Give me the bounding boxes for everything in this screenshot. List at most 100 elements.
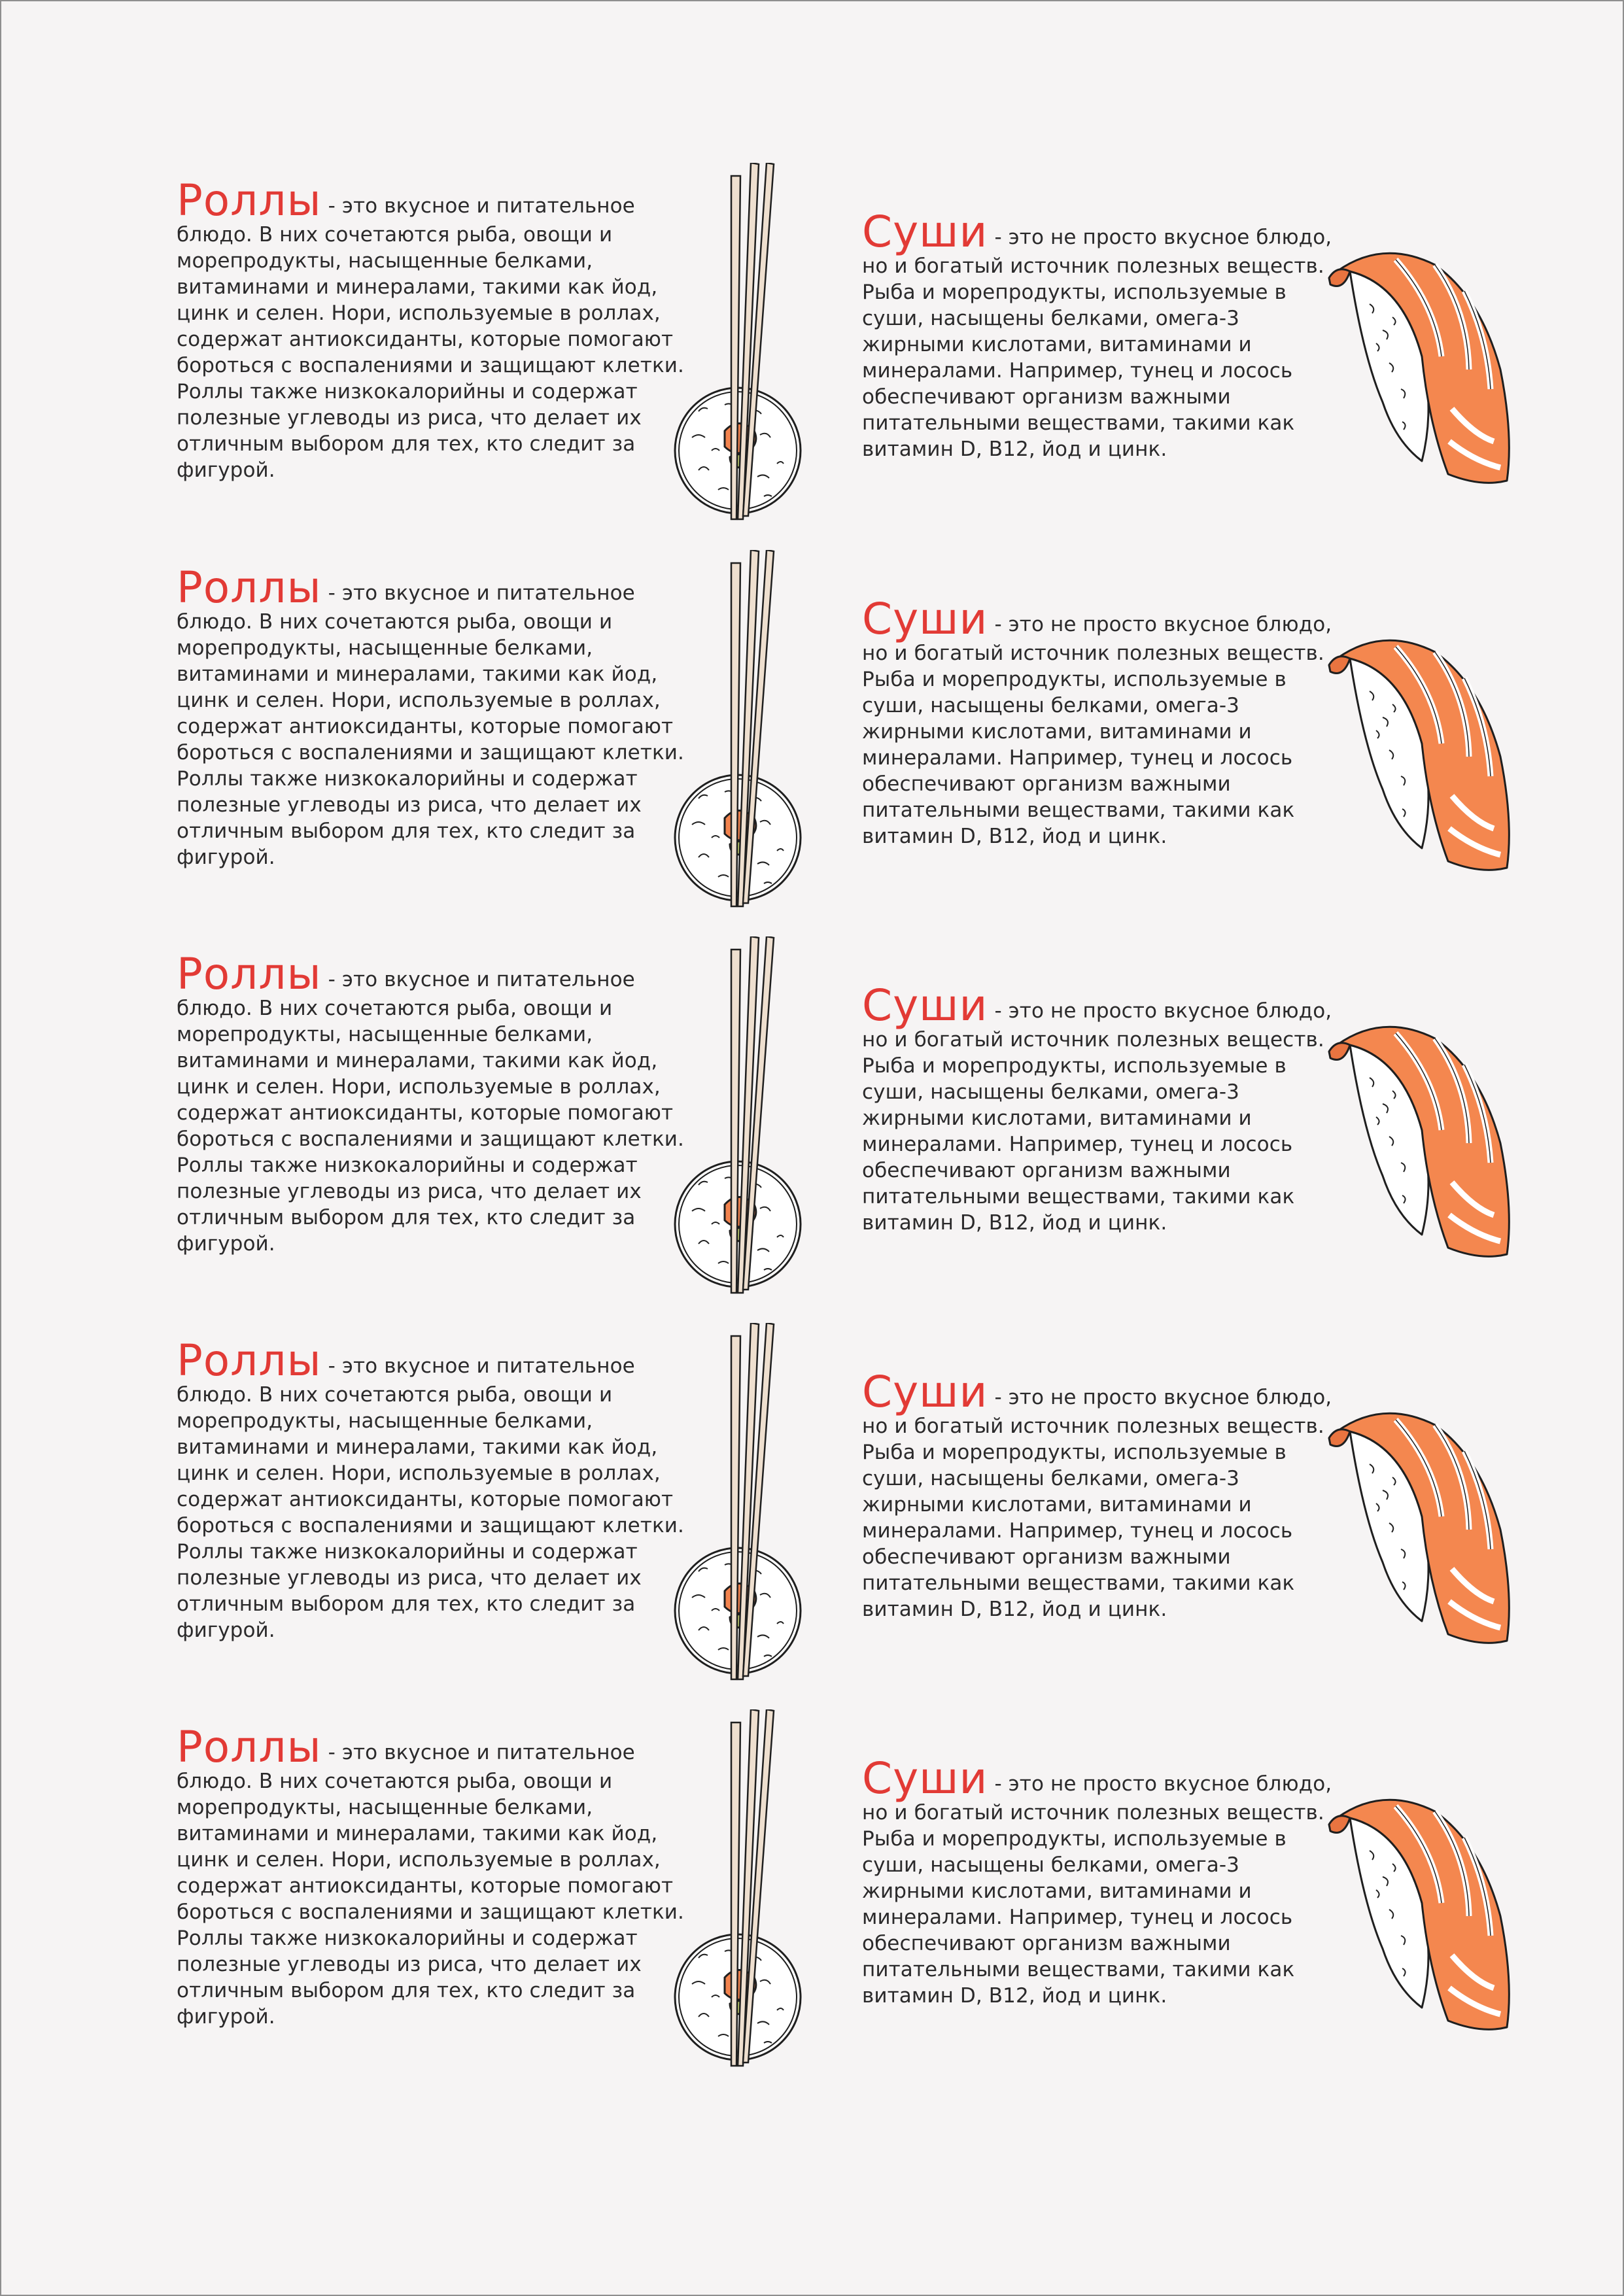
- sushi-text-line: Рыба и морепродукты, используемые в: [862, 668, 1287, 691]
- sushi-title: Суши: [862, 980, 988, 1031]
- rolls-card: Роллы - это вкусное и питательное блюдо. В…: [177, 1323, 802, 1714]
- rolls-text-line: полезные углеводы из риса, что делает их: [177, 793, 642, 817]
- sushi-card: Суши - это не просто вкусное блюдо, но и б…: [862, 555, 1510, 941]
- sushi-description: Суши - это не просто вкусное блюдо, но и б…: [862, 598, 1372, 849]
- rolls-text-line: Роллы также низкокалорийны и содержат: [177, 767, 638, 791]
- sushi-text-line: минералами. Например, тунец и лосось: [862, 746, 1293, 770]
- rolls-text-line: цинк и селен. Нори, используемые в ролла…: [177, 1462, 661, 1485]
- rolls-text-line: фигурой.: [177, 846, 275, 869]
- sushi-card: Суши - это не просто вкусное блюдо, но и б…: [862, 942, 1510, 1328]
- rolls-text-line: полезные углеводы из риса, что делает их: [177, 1566, 642, 1590]
- rolls-text-line: цинк и селен. Нори, используемые в ролла…: [177, 1075, 661, 1099]
- rolls-text-line: фигурой.: [177, 2005, 275, 2029]
- rolls-text-line: морепродукты, насыщенные белками,: [177, 636, 593, 660]
- sushi-text-line: витамин D, B12, йод и цинк.: [862, 1598, 1167, 1621]
- sushi-text-line: питательными веществами, такими как: [862, 411, 1295, 435]
- sushi-text-line: но и богатый источник полезных веществ.: [862, 1414, 1324, 1438]
- sushi-text-line: но и богатый источник полезных веществ.: [862, 1801, 1324, 1825]
- rolls-text-line: - это вкусное и питательное: [328, 1741, 635, 1764]
- sushi-heading-line: Суши - это не просто вкусное блюдо,: [862, 984, 1372, 1027]
- card-row: Роллы - это вкусное и питательное блюдо. В…: [1, 936, 1623, 1328]
- sushi-text-line: суши, насыщены белками, омега-3: [862, 1080, 1239, 1104]
- sushi-text-line: питательными веществами, такими как: [862, 1958, 1295, 1981]
- sushi-text-line: витамин D, B12, йод и цинк.: [862, 437, 1167, 461]
- rolls-text-line: - это вкусное и питательное: [328, 1354, 635, 1378]
- rolls-text-line: витаминами и минералами, такими как йод,: [177, 1435, 658, 1459]
- sushi-text-line: обеспечивают организм важными: [862, 1932, 1231, 1955]
- rolls-text-line: цинк и селен. Нори, используемые в ролла…: [177, 689, 661, 712]
- salmon-nigiri-icon: [1328, 639, 1510, 871]
- sushi-card: Суши - это не просто вкусное блюдо, но и б…: [862, 1328, 1510, 1714]
- rolls-text-line: Роллы также низкокалорийны и содержат: [177, 380, 638, 403]
- sushi-text-line: но и богатый источник полезных веществ.: [862, 642, 1324, 665]
- sushi-text-line: питательными веществами, такими как: [862, 1185, 1295, 1208]
- sushi-text-line: Рыба и морепродукты, используемые в: [862, 281, 1287, 304]
- sushi-text-line: обеспечивают организм важными: [862, 772, 1231, 796]
- rolls-text-line: витаминами и минералами, такими как йод,: [177, 1049, 658, 1072]
- sushi-text-line: Рыба и морепродукты, используемые в: [862, 1827, 1287, 1851]
- rolls-text-line: отличным выбором для тех, кто следит за: [177, 432, 636, 456]
- sushi-title: Суши: [862, 1367, 988, 1417]
- rolls-description: Роллы - это вкусное и питательное блюдо. В…: [177, 179, 700, 483]
- sushi-roll-with-chopsticks-icon: [674, 163, 802, 521]
- salmon-nigiri-icon: [1328, 252, 1510, 484]
- rolls-text-line: цинк и селен. Нори, используемые в ролла…: [177, 1848, 661, 1872]
- sushi-text-line: - это не просто вкусное блюдо,: [994, 613, 1332, 636]
- rolls-title: Роллы: [177, 1722, 322, 1772]
- sushi-text-line: жирными кислотами, витаминами и: [862, 1106, 1252, 1130]
- sushi-heading-line: Суши - это не просто вкусное блюдо,: [862, 211, 1372, 254]
- card-row: Роллы - это вкусное и питательное блюдо. В…: [1, 1323, 1623, 1714]
- sushi-text-line: - это не просто вкусное блюдо,: [994, 1386, 1332, 1409]
- rolls-text-line: Роллы также низкокалорийны и содержат: [177, 1154, 638, 1177]
- sushi-card: Суши - это не просто вкусное блюдо, но и б…: [862, 168, 1510, 554]
- rolls-text-line: блюдо. В них сочетаются рыба, овощи и: [177, 223, 613, 247]
- rolls-title: Роллы: [177, 1335, 322, 1386]
- rolls-description: Роллы - это вкусное и питательное блюдо. В…: [177, 1726, 700, 2030]
- sushi-text-line: - это не просто вкусное блюдо,: [994, 1772, 1332, 1796]
- sushi-text-line: витамин D, B12, йод и цинк.: [862, 1984, 1167, 2008]
- sushi-text-line: жирными кислотами, витаминами и: [862, 333, 1252, 356]
- rolls-text-line: бороться с воспалениями и защищают клетк…: [177, 354, 685, 377]
- rolls-card: Роллы - это вкусное и питательное блюдо. В…: [177, 163, 802, 554]
- rolls-text-line: отличным выбором для тех, кто следит за: [177, 1592, 636, 1616]
- sushi-text-line: суши, насыщены белками, омега-3: [862, 1467, 1239, 1490]
- sushi-text-line: минералами. Например, тунец и лосось: [862, 1519, 1293, 1543]
- sushi-text-line: но и богатый источник полезных веществ.: [862, 254, 1324, 278]
- sushi-title: Суши: [862, 207, 988, 257]
- sushi-text-line: жирными кислотами, витаминами и: [862, 720, 1252, 744]
- sushi-roll-with-chopsticks-icon: [674, 550, 802, 908]
- rolls-card: Роллы - это вкусное и питательное блюдо. В…: [177, 550, 802, 941]
- rolls-text-line: морепродукты, насыщенные белками,: [177, 1409, 593, 1433]
- sushi-text-line: жирными кислотами, витаминами и: [862, 1493, 1252, 1516]
- card-row: Роллы - это вкусное и питательное блюдо. В…: [1, 550, 1623, 941]
- rolls-text-line: витаминами и минералами, такими как йод,: [177, 662, 658, 686]
- rolls-text-line: блюдо. В них сочетаются рыба, овощи и: [177, 610, 613, 634]
- salmon-nigiri-icon: [1328, 1412, 1510, 1644]
- rolls-description: Роллы - это вкусное и питательное блюдо. В…: [177, 953, 700, 1257]
- rolls-heading-line: Роллы - это вкусное и питательное: [177, 1726, 700, 1769]
- rolls-text-line: морепродукты, насыщенные белками,: [177, 1023, 593, 1046]
- sushi-roll-with-chopsticks-icon: [674, 1323, 802, 1681]
- sushi-roll-with-chopsticks-icon: [674, 936, 802, 1294]
- card-row: Роллы - это вкусное и питательное блюдо. В…: [1, 1709, 1623, 2100]
- rolls-text-line: фигурой.: [177, 1619, 275, 1642]
- rolls-title: Роллы: [177, 175, 322, 226]
- rolls-text-line: бороться с воспалениями и защищают клетк…: [177, 1127, 685, 1151]
- sushi-text-line: жирными кислотами, витаминами и: [862, 1879, 1252, 1903]
- sushi-text-line: минералами. Например, тунец и лосось: [862, 1133, 1293, 1156]
- sushi-text-line: питательными веществами, такими как: [862, 798, 1295, 822]
- rolls-text-line: - это вкусное и питательное: [328, 194, 635, 218]
- rolls-text-line: - это вкусное и питательное: [328, 968, 635, 991]
- sushi-roll-with-chopsticks-icon: [674, 1709, 802, 2067]
- rolls-title: Роллы: [177, 562, 322, 613]
- rolls-text-line: цинк и селен. Нори, используемые в ролла…: [177, 301, 661, 325]
- rolls-card: Роллы - это вкусное и питательное блюдо. В…: [177, 1709, 802, 2100]
- rolls-text-line: полезные углеводы из риса, что делает их: [177, 1953, 642, 1976]
- rolls-heading-line: Роллы - это вкусное и питательное: [177, 179, 700, 222]
- sushi-text-line: питательными веществами, такими как: [862, 1571, 1295, 1595]
- rolls-text-line: содержат антиоксиданты, которые помогают: [177, 328, 674, 351]
- rolls-text-line: Роллы также низкокалорийны и содержат: [177, 1540, 638, 1564]
- rolls-text-line: содержат антиоксиданты, которые помогают: [177, 715, 674, 738]
- rolls-text-line: бороться с воспалениями и защищают клетк…: [177, 1900, 685, 1924]
